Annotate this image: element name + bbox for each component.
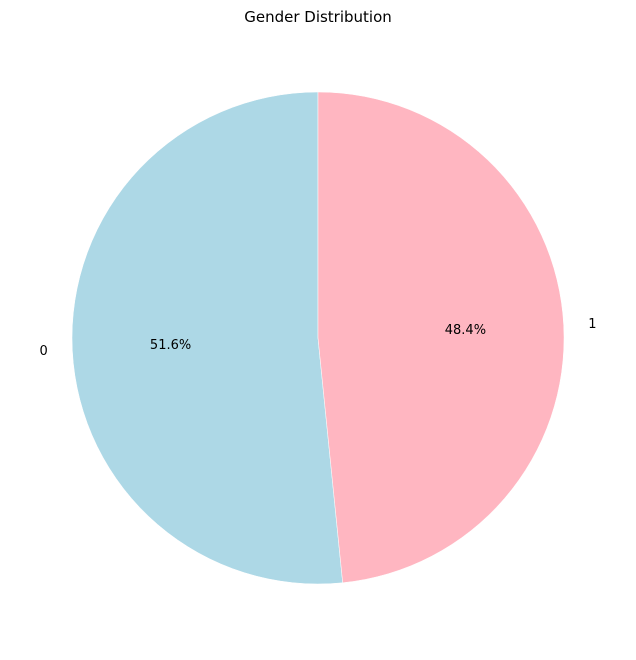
slice-label-1: 1 xyxy=(588,317,596,332)
pie-slices xyxy=(71,91,565,585)
chart-title: Gender Distribution xyxy=(244,8,392,26)
pie-labels: 0 51.6% 1 48.4% xyxy=(39,317,596,359)
slice-label-0: 0 xyxy=(39,344,47,359)
pie-slice-0 xyxy=(71,91,343,585)
pie-slice-1 xyxy=(317,91,565,584)
percent-label-0: 51.6% xyxy=(150,338,191,353)
percent-label-1: 48.4% xyxy=(445,323,486,338)
